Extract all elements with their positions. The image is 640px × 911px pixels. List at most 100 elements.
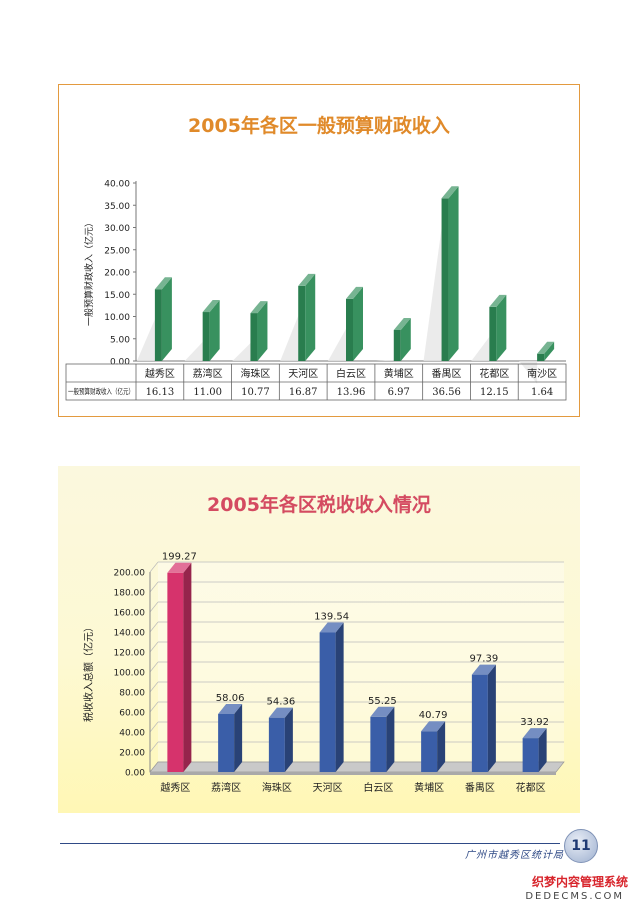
y-tick-label: 40.00: [119, 729, 145, 739]
category-label: 白云区: [336, 367, 366, 380]
y-tick-label: 40.00: [104, 180, 130, 190]
bar: [537, 353, 545, 361]
bar: [393, 329, 401, 361]
data-label: 36.56: [432, 387, 461, 398]
y-tick-label: 10.00: [104, 313, 130, 323]
bar-side: [161, 277, 172, 361]
bar-top: [393, 317, 411, 330]
bar: [471, 674, 488, 772]
bar-shadow: [184, 342, 203, 361]
bar-side: [544, 341, 555, 361]
footer-divider: [60, 843, 560, 844]
bar-side: [386, 706, 395, 772]
bar: [202, 312, 210, 361]
data-label: 16.87: [289, 387, 318, 398]
bar-shadow: [136, 319, 155, 361]
watermark-text: 织梦内容管理系统: [531, 875, 628, 889]
category-label: 荔湾区: [211, 781, 241, 794]
bar-top: [489, 294, 507, 307]
data-label: 55.25: [368, 696, 397, 707]
bar-top: [154, 277, 172, 290]
y-tick-label: 60.00: [119, 709, 145, 719]
bar: [522, 738, 539, 772]
y-tick-label: 200.00: [114, 569, 146, 579]
bar: [319, 632, 336, 772]
data-label: 54.36: [267, 697, 296, 708]
bar-top: [522, 728, 547, 739]
bar: [167, 572, 184, 772]
category-label: 白云区: [363, 781, 393, 794]
bar-top: [346, 286, 363, 299]
data-label: 40.79: [419, 710, 448, 721]
bar-side: [400, 317, 411, 361]
plot-floor-edge: [150, 772, 556, 775]
data-label: 1.64: [531, 387, 553, 398]
bar: [441, 198, 449, 361]
bar-top: [319, 622, 344, 633]
bar-top: [421, 721, 446, 732]
bar-side: [335, 622, 344, 772]
plot-floor: [149, 761, 565, 773]
category-label: 荔湾区: [193, 367, 223, 380]
chart-title: 2005年各区一般预算财政收入: [188, 115, 450, 137]
category-label: 海珠区: [240, 367, 270, 380]
bar: [154, 289, 162, 361]
bar-top: [250, 301, 268, 314]
category-label: 番禺区: [432, 368, 462, 380]
bar-side: [353, 286, 363, 361]
bar-shadow: [423, 228, 442, 361]
table-row-label: 一般预算财政收入（亿元）: [68, 387, 134, 396]
bar-side: [183, 562, 192, 772]
y-tick-label: 100.00: [114, 669, 146, 679]
y-tick-label: 20.00: [119, 749, 145, 759]
data-label: 11.00: [193, 387, 222, 398]
y-tick-label: 30.00: [104, 224, 130, 234]
data-label: 13.96: [337, 387, 366, 398]
bar-top: [441, 186, 459, 199]
bar: [346, 298, 353, 361]
category-label: 南沙区: [527, 367, 557, 380]
bar-top: [537, 341, 555, 354]
category-label: 花都区: [516, 781, 546, 794]
gridline: [149, 581, 159, 593]
bar-shadow: [232, 343, 251, 361]
chart-title: 2005年各区税收收入情况: [207, 494, 431, 516]
data-label: 58.06: [216, 693, 245, 704]
bar-side: [487, 664, 496, 772]
y-axis-label: 一般预算财政收入（亿元）: [83, 218, 95, 326]
data-label: 6.97: [388, 387, 410, 398]
page-number: 11: [564, 829, 598, 863]
bar-top: [370, 706, 395, 717]
y-tick-label: 160.00: [114, 609, 146, 619]
category-label: 海珠区: [262, 781, 292, 794]
bar-shadow: [519, 361, 538, 384]
bar-side: [284, 707, 293, 772]
y-tick-label: 80.00: [119, 689, 145, 699]
y-axis-label: 税收收入总额（亿元）: [82, 622, 95, 722]
bar-top: [202, 300, 220, 313]
category-label: 花都区: [479, 367, 509, 380]
bar-shadow: [328, 328, 346, 361]
data-label: 199.27: [162, 552, 197, 563]
bar-top: [298, 273, 316, 286]
category-label: 番禺区: [465, 782, 495, 794]
bar-top: [167, 562, 192, 573]
bar-side: [305, 273, 316, 361]
y-tick-label: 5.00: [110, 335, 130, 345]
bar: [489, 306, 497, 361]
data-label: 97.39: [470, 654, 499, 665]
y-tick-label: 120.00: [114, 649, 146, 659]
category-label: 天河区: [288, 368, 318, 380]
gridline: [149, 681, 159, 693]
bar-side: [496, 294, 507, 361]
y-tick-label: 20.00: [104, 269, 130, 279]
bar-shadow: [375, 359, 394, 361]
data-label: 12.15: [480, 387, 509, 398]
data-label: 33.92: [520, 717, 549, 728]
y-tick-label: 0.00: [110, 358, 130, 368]
bar-side: [234, 703, 243, 772]
y-tick-label: 140.00: [114, 629, 146, 639]
bar: [218, 713, 235, 772]
